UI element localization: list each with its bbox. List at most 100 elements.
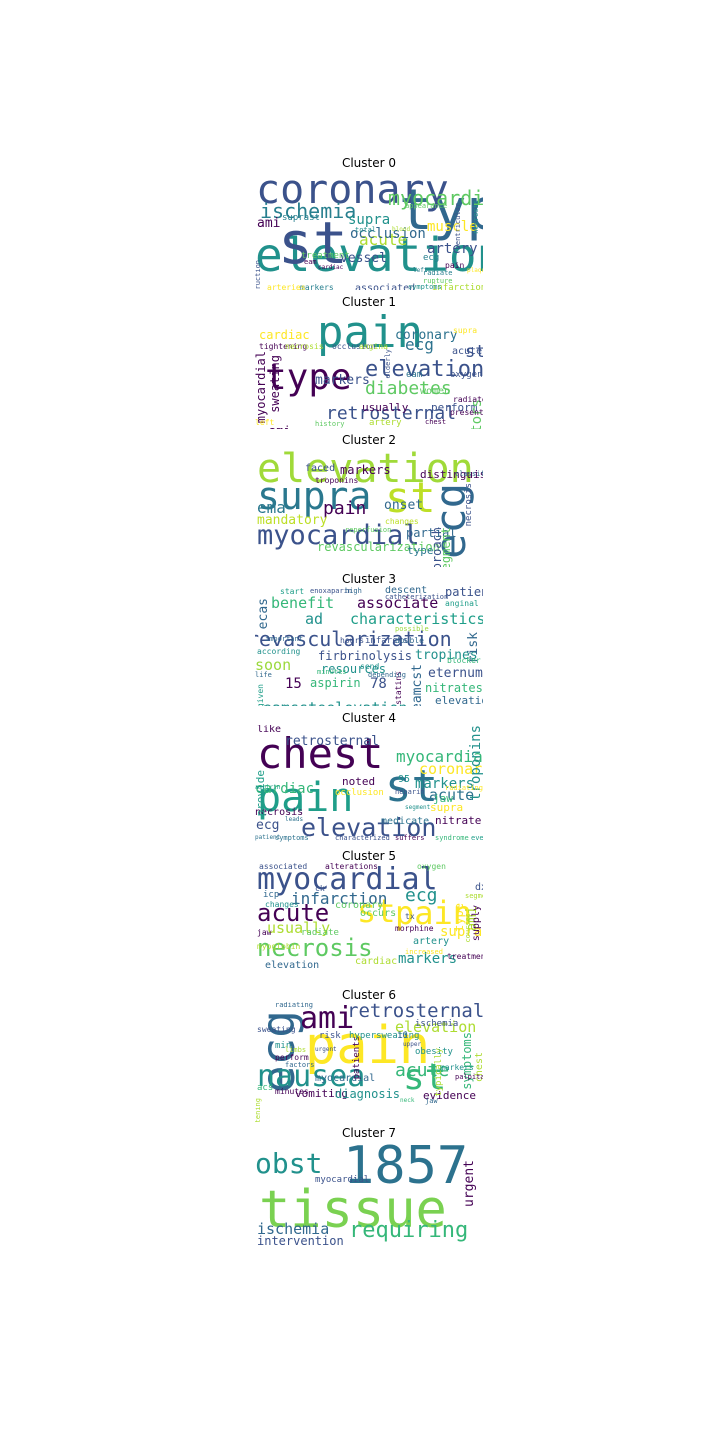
cloud-word: requiring <box>349 1218 469 1243</box>
cloud-word: myocardial <box>255 351 268 424</box>
cloud-word: radiate <box>423 269 453 277</box>
cloud-word: acute <box>429 786 475 804</box>
cloud-word: markers <box>398 951 458 967</box>
cloud-word: patients <box>352 1036 362 1080</box>
cloud-word: diabetes <box>365 378 452 399</box>
cloud-word: morphine <box>395 924 434 933</box>
cloud-word: ecg <box>256 818 280 833</box>
cloud-word: leads <box>285 816 304 823</box>
cloud-word: obesity <box>415 1047 453 1057</box>
cloud-word: women <box>420 386 451 397</box>
cloud-word: minutes <box>317 668 347 676</box>
cloud-word: plaque <box>467 267 483 274</box>
cloud-word: pain <box>257 775 354 821</box>
cloud-word: classify <box>455 470 483 478</box>
cloud-word: possible <box>395 625 429 633</box>
cloud-word: syndrome <box>435 834 469 842</box>
cloud-word: blocker <box>447 656 481 665</box>
cloud-word: type <box>399 178 483 243</box>
cluster-title: Cluster 6 <box>341 988 397 1002</box>
cloud-word: soon <box>255 656 292 674</box>
cluster-title: Cluster 3 <box>341 572 397 586</box>
cloud-word: ad <box>305 610 324 628</box>
cloud-word: tightening <box>259 342 308 351</box>
cloud-word: cardiac <box>259 328 310 342</box>
cloud-word: elevation <box>301 813 437 842</box>
cloud-word: nitrate <box>435 814 482 827</box>
cloud-word: pain <box>317 309 423 358</box>
cloud-word: angina <box>359 342 388 351</box>
cloud-word: aspirin <box>255 784 281 791</box>
cloud-word: supra <box>453 326 478 335</box>
cloud-word: eamssteelevation <box>263 701 408 707</box>
cloud-word: markers <box>340 463 391 477</box>
cloud-word: elevation <box>255 228 483 282</box>
cloud-word: elevation <box>265 960 320 971</box>
cloud-word: occlusion <box>350 226 426 242</box>
cloud-word: myocardial <box>257 520 420 551</box>
cloud-word: risk <box>319 1031 341 1041</box>
cloud-word: ecg <box>405 335 434 354</box>
cloud-word: cardiac <box>255 781 315 797</box>
cloud-word: palpitations <box>455 1073 483 1081</box>
cloud-word: sweating <box>257 1025 296 1034</box>
cloud-word: courses <box>464 913 472 943</box>
cloud-word: heparin <box>395 788 425 796</box>
cloud-word: retrosternal <box>326 403 457 424</box>
cloud-word: symptoms <box>460 1032 474 1090</box>
cloud-word: 95 <box>398 774 411 785</box>
cloud-word: infarction <box>291 889 388 908</box>
cloud-word: retrosternal <box>285 734 379 749</box>
cloud-word: onset <box>384 498 424 513</box>
cloud-word: changes <box>265 900 299 909</box>
cluster-title: Cluster 0 <box>341 156 397 170</box>
cloud-word: segment <box>465 892 483 900</box>
cloud-word: coronary <box>419 760 483 778</box>
cloud-word: depending <box>368 671 406 679</box>
cloud-word: faced <box>305 463 336 474</box>
cloud-word: noted <box>342 775 376 788</box>
cloud-word: treatment <box>301 251 350 261</box>
cloud-word: according <box>257 647 301 656</box>
cloud-word: infarcts <box>365 636 409 646</box>
cloud-word: eternum <box>428 666 483 681</box>
cloud-word: partial <box>406 526 457 540</box>
cloud-word: ventricular <box>454 203 462 250</box>
cloud-word: segment <box>405 804 431 811</box>
cloud-word: jaw <box>425 1097 438 1105</box>
cloud-word: patient <box>255 834 281 841</box>
cloud-word: obst <box>255 1147 323 1180</box>
cloud-word: distinguish <box>420 468 483 481</box>
cloud-word: usually <box>362 401 409 414</box>
cloud-word: factors <box>285 1061 315 1069</box>
cloud-word: artery <box>413 936 450 947</box>
cloud-word: alterations <box>325 863 378 871</box>
cloud-word: arteries <box>267 283 306 291</box>
cloud-word: appearance <box>405 202 448 210</box>
cloud-word: pain <box>323 498 367 519</box>
cloud-word: myocardial <box>315 1175 370 1185</box>
cloud-word: diagnosis <box>335 1087 401 1101</box>
cloud-word: benefit <box>271 594 335 612</box>
cloud-word: total <box>355 226 377 234</box>
cloud-word: myocardial <box>388 186 483 210</box>
cloud-word: elevation <box>365 357 483 382</box>
word-cloud: pain ecg st nausea ami retrosternal elevation a… <box>255 1002 483 1122</box>
cluster-title: Cluster 2 <box>341 433 397 447</box>
cloud-word: radiating <box>275 1002 313 1009</box>
cloud-word: occurs <box>360 908 397 919</box>
cloud-word: necrosis <box>255 807 304 818</box>
cloud-word: type <box>265 357 352 398</box>
cluster-title: Cluster 7 <box>341 1126 397 1140</box>
cloud-word: pain <box>445 261 465 270</box>
cloud-word: presentation <box>450 408 483 417</box>
cloud-word: ecas <box>256 598 271 630</box>
cloud-word: ami <box>269 425 291 429</box>
cloud-word: ecg <box>423 253 440 263</box>
cloud-word: revascularization <box>317 540 440 554</box>
cloud-word: suffers <box>395 834 425 842</box>
cloud-word: ema <box>257 498 286 517</box>
cloud-word: markers <box>415 776 475 792</box>
cloud-word: characteristics <box>350 610 483 628</box>
cloud-word: mandatory <box>257 513 328 528</box>
